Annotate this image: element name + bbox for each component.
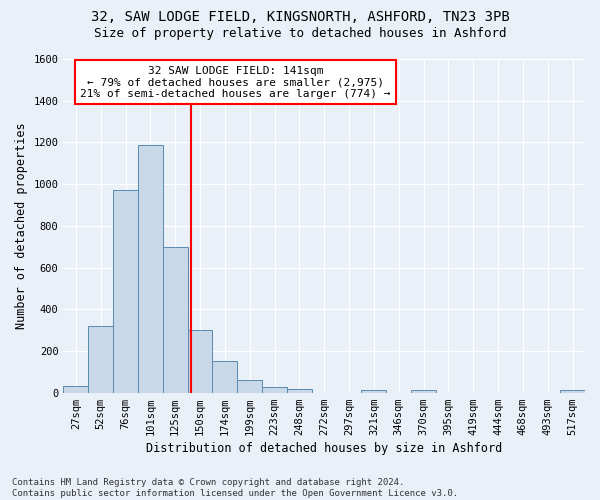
Bar	[411, 390, 436, 392]
Bar	[262, 388, 287, 392]
Bar	[361, 390, 386, 392]
Bar	[113, 190, 138, 392]
Text: Size of property relative to detached houses in Ashford: Size of property relative to detached ho…	[94, 28, 506, 40]
Text: 32 SAW LODGE FIELD: 141sqm
← 79% of detached houses are smaller (2,975)
21% of s: 32 SAW LODGE FIELD: 141sqm ← 79% of deta…	[80, 66, 391, 99]
Text: Contains HM Land Registry data © Crown copyright and database right 2024.
Contai: Contains HM Land Registry data © Crown c…	[12, 478, 458, 498]
Bar	[287, 388, 312, 392]
Bar	[88, 326, 113, 392]
Bar	[138, 144, 163, 392]
Text: 32, SAW LODGE FIELD, KINGSNORTH, ASHFORD, TN23 3PB: 32, SAW LODGE FIELD, KINGSNORTH, ASHFORD…	[91, 10, 509, 24]
Bar	[163, 246, 188, 392]
Bar	[560, 390, 585, 392]
Bar	[188, 330, 212, 392]
Bar	[212, 362, 237, 392]
X-axis label: Distribution of detached houses by size in Ashford: Distribution of detached houses by size …	[146, 442, 502, 455]
Bar	[237, 380, 262, 392]
Y-axis label: Number of detached properties: Number of detached properties	[15, 122, 28, 329]
Bar	[64, 386, 88, 392]
